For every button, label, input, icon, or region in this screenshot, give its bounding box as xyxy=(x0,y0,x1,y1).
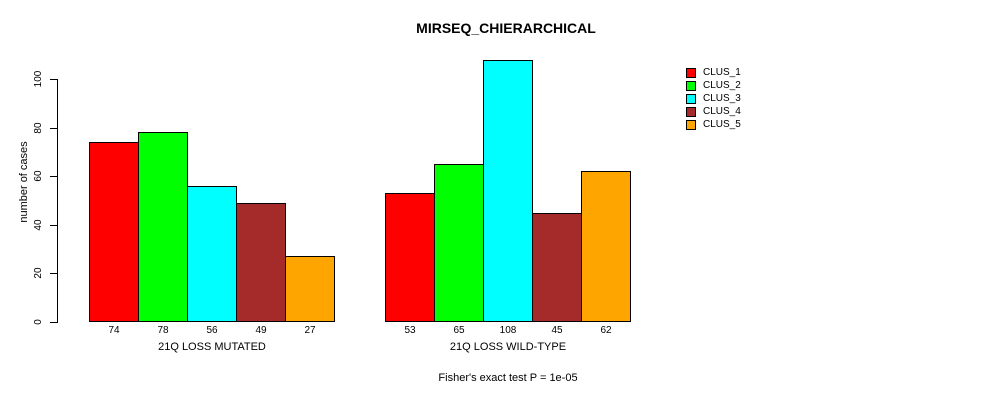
legend-swatch-clus_5 xyxy=(686,119,696,130)
bar-clus_2-group2 xyxy=(434,164,484,322)
y-tick-label: 60 xyxy=(33,170,44,182)
legend-item-clus_1: CLUS_1 xyxy=(686,66,741,79)
bar-value-label: 53 xyxy=(404,325,416,336)
legend-label: CLUS_1 xyxy=(703,67,741,78)
legend: CLUS_1 CLUS_2 CLUS_3 CLUS_4 CLUS_5 xyxy=(686,66,741,131)
legend-item-clus_2: CLUS_2 xyxy=(686,79,741,92)
chart-title: MIRSEQ_CHIERARCHICAL xyxy=(416,20,596,36)
legend-item-clus_3: CLUS_3 xyxy=(686,92,741,105)
bar-value-label: 27 xyxy=(304,325,316,336)
legend-label: CLUS_2 xyxy=(703,80,741,91)
bar-value-label: 49 xyxy=(255,325,267,336)
bar-clus_2-group1 xyxy=(138,132,188,322)
bar-clus_4-group2 xyxy=(532,213,582,322)
group-label: 21Q LOSS MUTATED xyxy=(158,341,266,353)
bar-clus_1-group1 xyxy=(89,142,139,322)
y-tick-mark xyxy=(50,273,57,274)
y-tick-label: 100 xyxy=(33,70,44,88)
legend-label: CLUS_5 xyxy=(703,119,741,130)
bar-value-label: 65 xyxy=(453,325,465,336)
bar-value-label: 62 xyxy=(600,325,612,336)
legend-swatch-clus_4 xyxy=(686,106,696,117)
legend-label: CLUS_3 xyxy=(703,93,741,104)
legend-label: CLUS_4 xyxy=(703,106,741,117)
bar-value-label: 45 xyxy=(551,325,563,336)
legend-swatch-clus_1 xyxy=(686,67,696,78)
y-tick-mark xyxy=(50,176,57,177)
y-tick-mark xyxy=(50,225,57,226)
y-axis-label: number of cases xyxy=(18,141,30,223)
y-tick-label: 80 xyxy=(33,122,44,134)
y-tick-mark xyxy=(50,322,57,323)
bar-clus_3-group2 xyxy=(483,60,533,322)
y-axis-line xyxy=(57,79,58,323)
bar-clus_5-group1 xyxy=(285,256,335,322)
y-tick-label: 0 xyxy=(33,319,44,325)
y-tick-mark xyxy=(50,79,57,80)
legend-item-clus_4: CLUS_4 xyxy=(686,105,741,118)
bar-clus_3-group1 xyxy=(187,186,237,322)
bar-clus_4-group1 xyxy=(236,203,286,322)
bar-value-label: 74 xyxy=(108,325,120,336)
bar-value-label: 78 xyxy=(157,325,169,336)
bar-value-label: 56 xyxy=(206,325,218,336)
y-tick-label: 40 xyxy=(33,219,44,231)
bar-value-label: 108 xyxy=(499,325,517,336)
legend-item-clus_5: CLUS_5 xyxy=(686,118,741,131)
bar-clus_1-group2 xyxy=(385,193,435,322)
legend-swatch-clus_2 xyxy=(686,80,696,91)
group-label: 21Q LOSS WILD-TYPE xyxy=(449,341,567,353)
y-tick-mark xyxy=(50,128,57,129)
legend-swatch-clus_3 xyxy=(686,93,696,104)
y-tick-label: 20 xyxy=(33,267,44,279)
bar-clus_5-group2 xyxy=(581,171,631,322)
footnote: Fisher's exact test P = 1e-05 xyxy=(438,372,578,384)
